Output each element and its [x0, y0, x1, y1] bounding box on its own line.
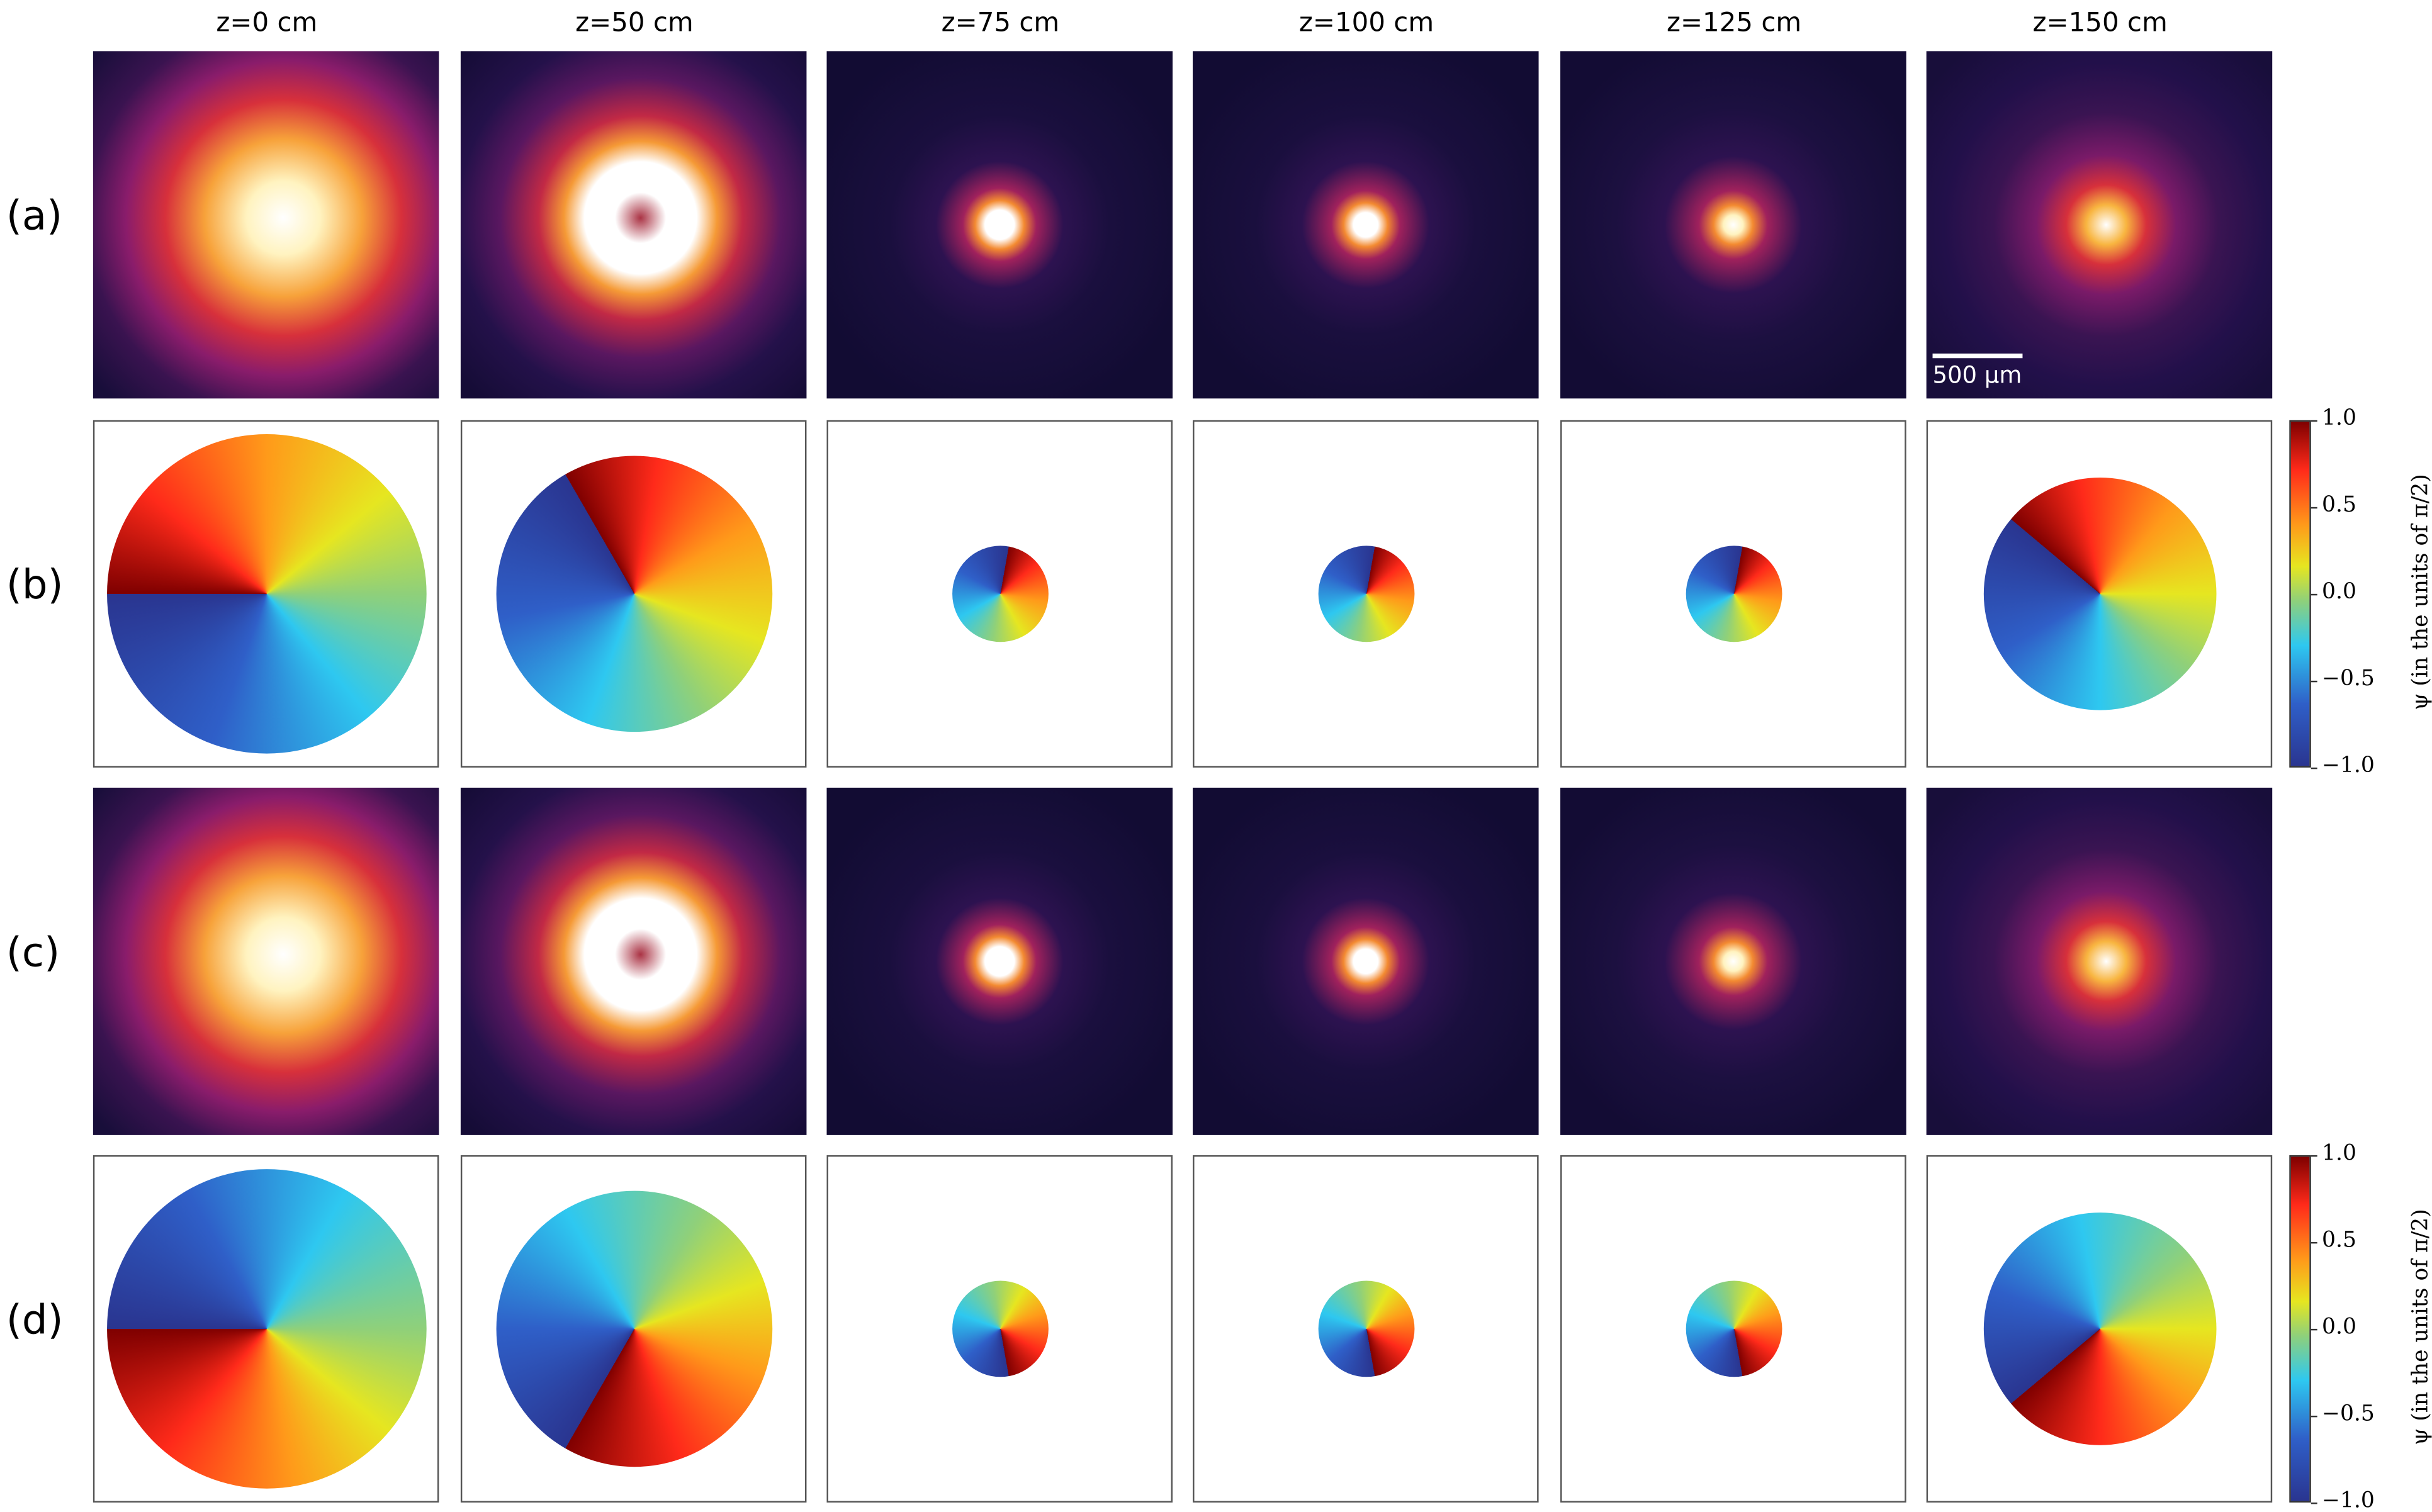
phase-disk [107, 1169, 427, 1489]
colorbar-tick [2311, 1154, 2317, 1156]
phase-disk [1318, 546, 1415, 642]
intensity-map [460, 51, 807, 399]
colorbar-label: ψ (in the units of π/2) [2409, 1209, 2432, 1445]
intensity-map [1926, 787, 2273, 1135]
intensity-map [1193, 51, 1539, 399]
phase-map [826, 1155, 1173, 1503]
colorbar-tick-label: −1.0 [2322, 753, 2375, 779]
colorbar-label: ψ (in the units of π/2) [2409, 474, 2432, 710]
colorbar-tick [2311, 1328, 2317, 1330]
colorbar-tick-label: 1.0 [2322, 1141, 2356, 1167]
colorbar-tick-label: −0.5 [2322, 1401, 2375, 1427]
colorbar-tick [2311, 680, 2317, 682]
colorbar-tick [2311, 1501, 2317, 1504]
colorbar-tick-label: −1.0 [2322, 1488, 2375, 1512]
intensity-map [1560, 787, 1906, 1135]
phase-map [460, 1155, 807, 1503]
intensity-map [826, 51, 1173, 399]
column-title: z=0 cm [216, 8, 318, 39]
phase-map [1926, 420, 2273, 768]
phase-disk [952, 546, 1049, 642]
intensity-map [826, 787, 1173, 1135]
phase-map [1926, 1155, 2273, 1503]
intensity-map [1193, 787, 1539, 1135]
phase-map [93, 420, 439, 768]
phase-map [1560, 1155, 1906, 1503]
colorbar-tick [2311, 1241, 2317, 1243]
phase-map [1193, 1155, 1539, 1503]
column-title: z=150 cm [2032, 8, 2168, 39]
phase-disk [1983, 478, 2217, 710]
row-label: (d) [6, 1297, 64, 1345]
intensity-map [1926, 51, 2273, 399]
column-title: z=75 cm [941, 8, 1060, 39]
intensity-map [1560, 51, 1906, 399]
colorbar-tick [2311, 1414, 2317, 1417]
phase-disk [496, 456, 773, 732]
column-title: z=100 cm [1298, 8, 1434, 39]
phase-map [1560, 420, 1906, 768]
phase-disk [1686, 1280, 1782, 1377]
row-label: (c) [6, 930, 60, 977]
scale-bar [1932, 353, 2023, 359]
colorbar-tick [2311, 419, 2317, 422]
phase-map [460, 420, 807, 768]
phase-disk [952, 1280, 1049, 1377]
column-title: z=125 cm [1666, 8, 1802, 39]
phase-disk [1686, 546, 1782, 642]
phase-disk [107, 434, 427, 754]
colorbar [2289, 420, 2311, 768]
phase-disk [496, 1190, 773, 1467]
phase-map [826, 420, 1173, 768]
column-title: z=50 cm [575, 8, 694, 39]
intensity-map [460, 787, 807, 1135]
intensity-map [93, 787, 439, 1135]
colorbar-tick [2311, 593, 2317, 595]
colorbar-tick [2311, 766, 2317, 769]
colorbar-tick-label: 0.0 [2322, 1314, 2356, 1340]
colorbar-tick-label: −0.5 [2322, 666, 2375, 692]
colorbar-tick-label: 0.5 [2322, 1228, 2356, 1253]
colorbar-tick-label: 1.0 [2322, 406, 2356, 432]
intensity-map [93, 51, 439, 399]
row-label: (b) [6, 563, 64, 610]
colorbar [2289, 1155, 2311, 1503]
colorbar-tick-label: 0.0 [2322, 580, 2356, 605]
colorbar-tick [2311, 506, 2317, 508]
scale-bar-label: 500 μm [1932, 361, 2022, 389]
phase-map [1193, 420, 1539, 768]
phase-map [93, 1155, 439, 1503]
colorbar-tick-label: 0.5 [2322, 493, 2356, 518]
row-label: (a) [6, 194, 63, 240]
phase-disk [1318, 1280, 1415, 1377]
phase-disk [1983, 1212, 2217, 1445]
